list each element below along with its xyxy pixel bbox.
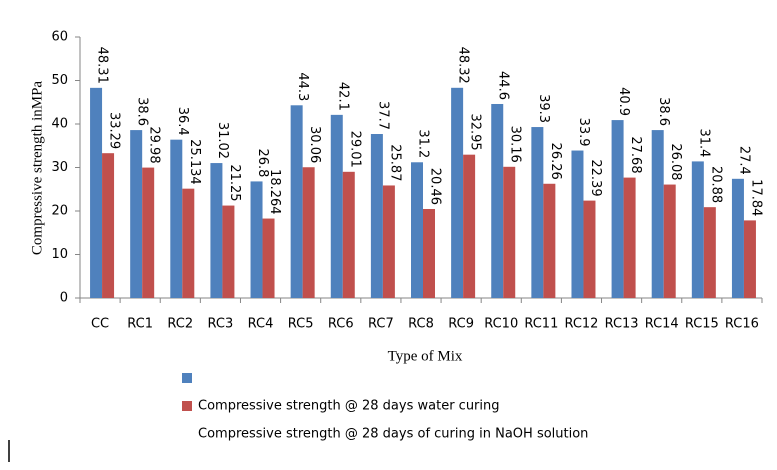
x-axis-title: Type of Mix	[388, 348, 463, 364]
data-label: 27.4	[736, 146, 751, 175]
x-tick-label: RC15	[685, 317, 719, 332]
x-tick-label: RC16	[725, 317, 759, 332]
data-label: 21.25	[227, 164, 242, 201]
data-label: 20.46	[428, 168, 443, 205]
bar	[423, 208, 435, 298]
data-label: 48.31	[95, 47, 110, 84]
bar	[262, 218, 275, 298]
bar	[651, 130, 664, 298]
y-tick-label: 20	[51, 204, 68, 219]
x-tick-label: RC6	[328, 317, 354, 332]
bar	[142, 167, 155, 298]
data-label: 48.32	[456, 47, 471, 84]
data-label: 33.9	[576, 118, 591, 147]
legend-swatch	[182, 373, 192, 383]
data-label: 26.8	[255, 148, 270, 177]
data-label: 32.95	[468, 113, 483, 150]
bar	[222, 205, 235, 298]
data-label: 22.39	[588, 159, 603, 196]
bar	[290, 105, 303, 298]
data-label: 39.3	[536, 94, 551, 123]
data-label: 38.6	[135, 97, 150, 126]
y-tick-label: 60	[51, 30, 68, 45]
bar	[342, 171, 355, 298]
data-label: 44.3	[295, 72, 310, 101]
bar	[583, 200, 596, 298]
bar	[503, 166, 516, 298]
x-tick-label: RC9	[448, 317, 474, 332]
bar	[571, 150, 584, 298]
bar	[330, 114, 343, 299]
data-label: 18.264	[267, 169, 282, 215]
data-label: 27.68	[628, 136, 643, 173]
x-tick-label: RC8	[408, 317, 434, 332]
data-label: 37.7	[375, 101, 390, 130]
bar	[691, 161, 704, 298]
x-tick-label: RC11	[524, 317, 558, 332]
legend-note: Compressive strength @ 28 days of curing…	[198, 427, 588, 442]
bar	[623, 177, 636, 298]
bar	[703, 207, 716, 298]
bar	[543, 183, 556, 298]
x-tick-label: CC	[91, 317, 109, 332]
data-label: 38.6	[656, 97, 671, 126]
bar	[370, 134, 383, 298]
data-label: 26.26	[548, 143, 563, 180]
y-tick-label: 0	[60, 291, 68, 306]
legend-label: Compressive strength @ 28 days water cur…	[198, 399, 500, 414]
x-tick-label: RC3	[208, 317, 234, 332]
y-tick-label: 30	[51, 160, 68, 175]
bar	[382, 185, 395, 298]
data-label: 42.1	[335, 82, 350, 111]
data-label: 30.06	[307, 126, 322, 163]
bar	[182, 188, 195, 298]
bar	[451, 87, 464, 298]
x-tick-label: RC5	[288, 317, 314, 332]
data-label: 29.01	[347, 131, 362, 168]
data-label: 31.2	[416, 129, 431, 158]
bar	[90, 87, 103, 298]
bar	[210, 163, 223, 298]
y-tick-label: 10	[51, 247, 68, 262]
bar	[302, 167, 315, 298]
data-label: 29.98	[147, 126, 162, 163]
data-label: 33.29	[107, 112, 122, 149]
y-tick-label: 40	[51, 117, 68, 132]
data-label: 31.02	[215, 122, 230, 159]
bar	[663, 184, 676, 298]
data-label: 30.16	[508, 126, 523, 163]
bar	[130, 130, 143, 298]
legend-swatch	[182, 401, 192, 411]
x-tick-label: RC7	[368, 317, 394, 332]
bar	[170, 139, 183, 298]
data-label: 17.84	[748, 179, 763, 216]
bar	[102, 153, 115, 298]
data-label: 26.08	[668, 143, 683, 180]
y-axis-title: Compressive strength inMPa	[29, 81, 45, 255]
x-tick-label: RC2	[167, 317, 193, 332]
x-tick-label: RC12	[564, 317, 598, 332]
data-label: 44.6	[496, 71, 511, 100]
bar	[531, 127, 544, 298]
data-label: 25.134	[187, 139, 202, 185]
bar	[743, 220, 756, 298]
x-tick-label: RC1	[127, 317, 153, 332]
bar	[250, 181, 263, 298]
data-label: 36.4	[175, 107, 190, 136]
x-tick-label: RC10	[484, 317, 518, 332]
bar	[411, 162, 423, 298]
bar	[463, 154, 476, 298]
x-tick-label: RC4	[248, 317, 274, 332]
data-label: 31.4	[696, 128, 711, 157]
y-tick-label: 50	[51, 73, 68, 88]
x-tick-label: RC14	[645, 317, 679, 332]
data-label: 40.9	[616, 87, 631, 116]
data-label: 20.88	[708, 166, 723, 203]
data-label: 25.87	[387, 144, 402, 181]
x-tick-label: RC13	[605, 317, 639, 332]
bar	[491, 103, 504, 299]
bar	[731, 178, 744, 298]
bar	[611, 120, 624, 299]
